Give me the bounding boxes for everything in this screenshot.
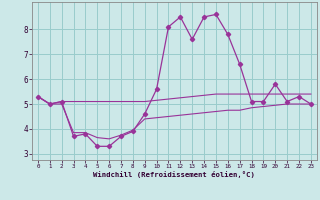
X-axis label: Windchill (Refroidissement éolien,°C): Windchill (Refroidissement éolien,°C) bbox=[93, 171, 255, 178]
